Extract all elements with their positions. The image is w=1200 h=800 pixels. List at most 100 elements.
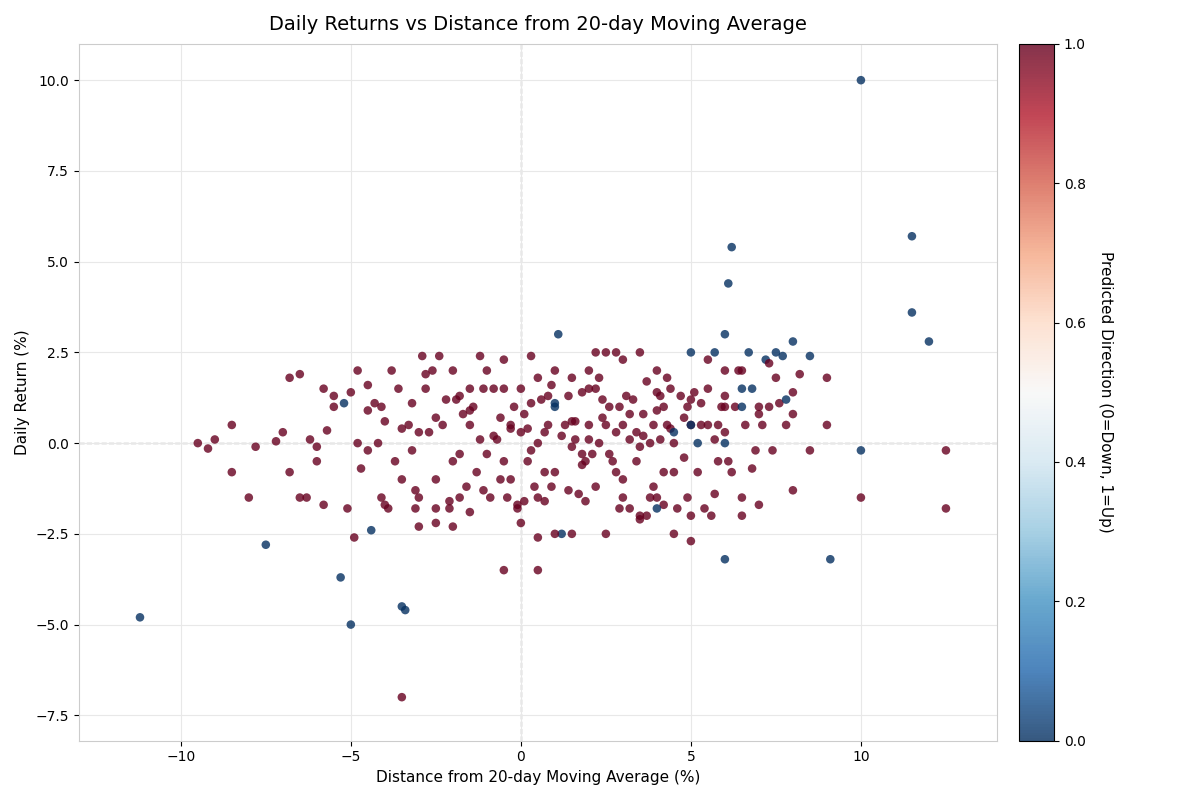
Point: [409, 426, 428, 438]
Point: [314, 498, 334, 511]
Point: [800, 350, 820, 362]
Point: [572, 458, 592, 471]
Point: [528, 564, 547, 577]
Point: [760, 401, 779, 414]
Y-axis label: Daily Return (%): Daily Return (%): [14, 330, 30, 455]
Point: [552, 430, 571, 442]
Point: [674, 411, 694, 424]
Point: [600, 401, 619, 414]
Point: [280, 466, 299, 478]
Point: [630, 440, 649, 453]
Point: [752, 418, 772, 431]
Point: [396, 604, 415, 617]
Point: [658, 418, 677, 431]
Point: [695, 502, 714, 515]
Point: [667, 502, 686, 515]
Point: [658, 371, 677, 384]
Point: [715, 553, 734, 566]
Point: [606, 426, 625, 438]
Point: [406, 484, 425, 497]
Point: [511, 382, 530, 395]
Point: [749, 401, 768, 414]
Point: [739, 346, 758, 358]
Point: [406, 502, 425, 515]
Point: [600, 448, 619, 461]
Point: [348, 437, 367, 450]
Point: [400, 418, 419, 431]
Point: [324, 390, 343, 402]
Point: [647, 491, 666, 504]
Point: [706, 346, 725, 358]
Point: [522, 444, 541, 457]
Point: [593, 411, 612, 424]
Point: [409, 520, 428, 533]
Point: [630, 510, 649, 522]
Point: [528, 437, 547, 450]
Point: [715, 437, 734, 450]
Point: [784, 484, 803, 497]
Point: [763, 444, 782, 457]
Point: [606, 346, 625, 358]
Point: [524, 480, 544, 493]
Point: [481, 491, 500, 504]
Point: [606, 466, 625, 478]
Point: [508, 498, 527, 511]
Point: [440, 502, 460, 515]
Point: [246, 440, 265, 453]
Point: [542, 480, 562, 493]
Point: [359, 378, 378, 391]
Point: [461, 418, 480, 431]
Point: [610, 502, 629, 515]
Point: [613, 418, 632, 431]
Point: [511, 426, 530, 438]
Point: [300, 433, 319, 446]
Point: [341, 618, 360, 631]
Point: [569, 487, 588, 500]
Point: [461, 382, 480, 395]
Point: [641, 437, 660, 450]
Point: [790, 368, 809, 381]
Point: [402, 444, 421, 457]
Point: [641, 491, 660, 504]
Point: [344, 531, 364, 544]
Point: [522, 350, 541, 362]
Point: [290, 368, 310, 381]
Point: [691, 418, 710, 431]
Point: [706, 433, 725, 446]
Point: [678, 491, 697, 504]
Point: [784, 408, 803, 421]
Point: [682, 534, 701, 547]
Point: [563, 527, 582, 540]
Point: [589, 371, 608, 384]
Point: [198, 442, 217, 455]
Point: [426, 517, 445, 530]
Point: [726, 401, 745, 414]
Point: [902, 230, 922, 242]
Point: [266, 435, 286, 448]
Point: [620, 502, 640, 515]
Point: [563, 440, 582, 453]
Point: [596, 418, 616, 431]
Point: [491, 473, 510, 486]
Point: [392, 473, 412, 486]
Point: [719, 277, 738, 290]
Point: [457, 480, 476, 493]
Point: [461, 404, 480, 417]
Point: [290, 491, 310, 504]
Point: [335, 397, 354, 410]
Point: [773, 350, 792, 362]
Point: [637, 510, 656, 522]
Point: [443, 364, 462, 377]
Point: [817, 418, 836, 431]
Point: [518, 455, 538, 468]
Point: [647, 364, 666, 377]
Point: [817, 371, 836, 384]
Point: [461, 506, 480, 518]
Point: [563, 371, 582, 384]
Point: [593, 393, 612, 406]
Point: [743, 462, 762, 475]
Point: [647, 502, 666, 515]
Point: [131, 611, 150, 624]
Point: [552, 527, 571, 540]
Point: [572, 448, 592, 461]
